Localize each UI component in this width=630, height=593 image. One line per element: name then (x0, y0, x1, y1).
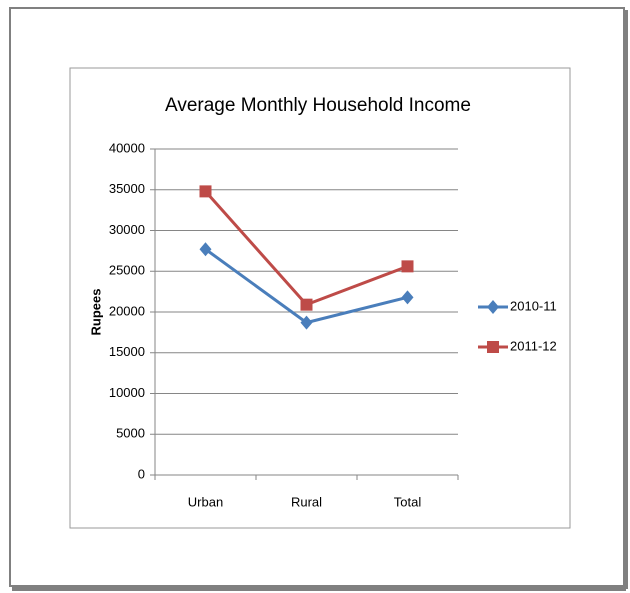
y-axis-label: Rupees (88, 289, 103, 336)
marker (487, 341, 499, 353)
x-tick-label: Rural (291, 494, 322, 509)
y-tick-label: 10000 (109, 385, 145, 400)
marker (199, 185, 212, 198)
marker (401, 290, 414, 305)
x-tick-label: Urban (188, 494, 223, 509)
y-tick-label: 15000 (109, 344, 145, 359)
y-tick-label: 35000 (109, 181, 145, 196)
y-tick-label: 20000 (109, 303, 145, 318)
marker (300, 315, 313, 330)
marker (199, 242, 212, 257)
chart-title: Average Monthly Household Income (165, 95, 471, 116)
marker (487, 300, 499, 314)
y-tick-label: 5000 (116, 426, 145, 441)
y-tick-label: 25000 (109, 263, 145, 278)
legend-label: 2011-12 (510, 338, 557, 353)
marker (300, 298, 313, 311)
y-tick-label: 40000 (109, 140, 145, 155)
marker (401, 260, 414, 273)
legend-label: 2010-11 (510, 298, 557, 313)
y-tick-label: 0 (138, 466, 145, 481)
y-tick-label: 30000 (109, 222, 145, 237)
x-tick-label: Total (394, 494, 422, 509)
